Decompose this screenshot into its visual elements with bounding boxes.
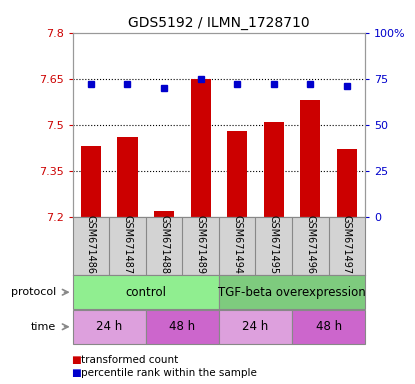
Bar <box>81 146 101 217</box>
Text: percentile rank within the sample: percentile rank within the sample <box>81 368 257 378</box>
Text: time: time <box>31 322 56 332</box>
Bar <box>219 275 365 309</box>
Bar <box>190 79 211 217</box>
Bar <box>73 310 146 344</box>
Text: 48 h: 48 h <box>169 320 195 333</box>
Bar <box>146 310 219 344</box>
Text: GSM671495: GSM671495 <box>269 215 279 274</box>
Text: transformed count: transformed count <box>81 355 178 365</box>
Text: control: control <box>125 286 166 299</box>
Bar <box>264 122 284 217</box>
Text: TGF-beta overexpression: TGF-beta overexpression <box>218 286 366 299</box>
Bar <box>300 100 320 217</box>
Bar <box>219 310 292 344</box>
Text: 24 h: 24 h <box>242 320 269 333</box>
Bar <box>337 149 357 217</box>
Bar <box>73 275 219 309</box>
Text: ■: ■ <box>71 368 80 378</box>
Text: GSM671497: GSM671497 <box>342 215 352 274</box>
Bar <box>227 131 247 217</box>
Text: GSM671487: GSM671487 <box>122 215 132 274</box>
Text: 24 h: 24 h <box>96 320 122 333</box>
Text: GSM671486: GSM671486 <box>86 215 96 274</box>
Text: 48 h: 48 h <box>315 320 342 333</box>
Text: protocol: protocol <box>11 287 56 297</box>
Text: GSM671489: GSM671489 <box>195 215 205 274</box>
Bar <box>117 137 137 217</box>
Bar <box>154 211 174 217</box>
Text: ■: ■ <box>71 355 80 365</box>
Text: GSM671494: GSM671494 <box>232 215 242 274</box>
Title: GDS5192 / ILMN_1728710: GDS5192 / ILMN_1728710 <box>128 16 310 30</box>
Bar <box>292 310 365 344</box>
Text: GSM671496: GSM671496 <box>305 215 315 274</box>
Text: GSM671488: GSM671488 <box>159 215 169 274</box>
